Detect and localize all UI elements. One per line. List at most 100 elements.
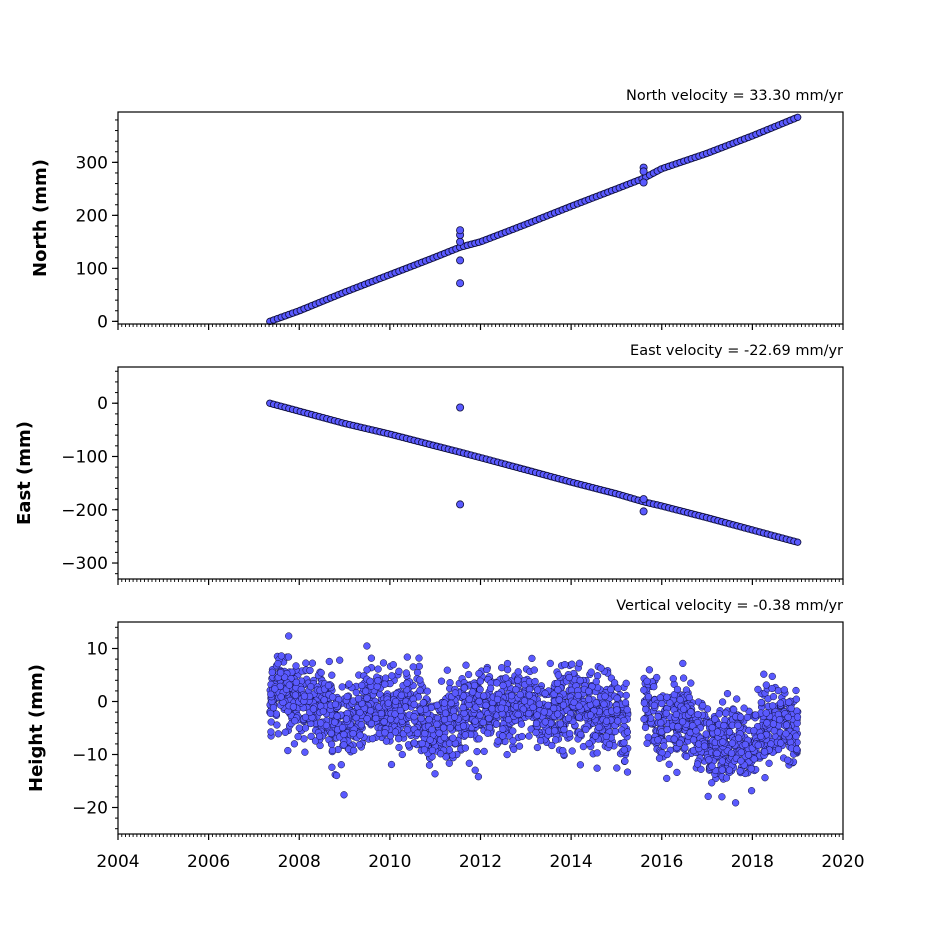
data-point bbox=[395, 667, 403, 675]
data-point bbox=[708, 762, 716, 770]
data-point bbox=[587, 668, 595, 676]
data-point bbox=[689, 736, 698, 744]
data-point bbox=[782, 721, 791, 729]
data-point bbox=[575, 702, 583, 710]
data-point bbox=[718, 793, 726, 801]
data-point bbox=[565, 673, 573, 682]
data-point bbox=[281, 728, 289, 736]
north-velocity-label: North velocity = 33.30 mm/yr bbox=[626, 88, 843, 104]
data-point bbox=[437, 677, 446, 685]
data-point bbox=[391, 710, 399, 718]
data-point bbox=[657, 719, 665, 727]
data-point bbox=[328, 746, 337, 755]
data-point bbox=[733, 695, 741, 703]
data-point bbox=[403, 679, 411, 687]
data-point bbox=[428, 746, 437, 755]
data-point bbox=[428, 725, 436, 734]
data-point bbox=[387, 715, 395, 724]
data-point bbox=[575, 659, 584, 667]
data-point bbox=[410, 739, 418, 747]
outlier-point bbox=[456, 500, 465, 509]
data-point bbox=[575, 713, 583, 721]
data-point bbox=[410, 713, 418, 721]
data-point bbox=[476, 711, 484, 719]
data-point bbox=[673, 768, 681, 777]
data-point bbox=[329, 693, 337, 701]
data-point bbox=[465, 695, 473, 703]
data-point bbox=[292, 662, 300, 670]
data-point bbox=[421, 729, 429, 738]
data-point bbox=[530, 666, 538, 674]
north-panel: North velocity = 33.30 mm/yr North (mm) … bbox=[30, 88, 844, 332]
data-point bbox=[401, 703, 410, 711]
data-point bbox=[725, 766, 734, 774]
data-point bbox=[650, 701, 659, 710]
data-point bbox=[541, 689, 549, 698]
data-point bbox=[382, 737, 391, 745]
data-point bbox=[517, 720, 526, 728]
data-point bbox=[381, 729, 389, 737]
data-point bbox=[593, 672, 602, 680]
data-point bbox=[391, 728, 400, 736]
data-point bbox=[736, 767, 744, 775]
data-point bbox=[679, 674, 688, 682]
data-point bbox=[403, 653, 411, 661]
data-point bbox=[559, 747, 567, 755]
data-point bbox=[451, 689, 459, 697]
y-tick-label: −200 bbox=[61, 501, 108, 521]
data-point bbox=[622, 691, 630, 700]
data-point bbox=[420, 746, 429, 754]
data-point bbox=[460, 684, 468, 692]
data-point bbox=[433, 720, 441, 728]
data-point bbox=[700, 742, 709, 750]
data-point bbox=[793, 713, 802, 721]
data-point bbox=[666, 699, 674, 707]
data-point bbox=[332, 771, 341, 780]
data-point bbox=[784, 756, 792, 764]
y-tick-label: 200 bbox=[76, 206, 108, 226]
data-point bbox=[307, 683, 315, 691]
data-point bbox=[520, 697, 529, 705]
data-point bbox=[550, 704, 558, 713]
data-point bbox=[367, 719, 376, 728]
data-point bbox=[482, 701, 490, 709]
data-point bbox=[340, 741, 348, 749]
data-point bbox=[670, 735, 678, 743]
data-point bbox=[394, 735, 403, 743]
data-point bbox=[389, 661, 397, 669]
east-ylabel: East (mm) bbox=[14, 421, 35, 525]
data-point bbox=[309, 705, 318, 713]
data-point bbox=[540, 708, 548, 716]
data-point bbox=[644, 693, 653, 701]
data-point bbox=[676, 696, 684, 704]
data-point bbox=[553, 710, 562, 718]
data-point bbox=[734, 721, 742, 729]
data-point bbox=[718, 698, 727, 706]
data-point bbox=[423, 687, 431, 695]
data-point bbox=[415, 654, 423, 662]
data-point bbox=[525, 732, 533, 740]
data-point bbox=[459, 692, 468, 700]
data-point bbox=[623, 706, 631, 714]
data-point bbox=[418, 739, 426, 748]
data-point bbox=[774, 686, 782, 695]
data-point bbox=[372, 714, 380, 723]
data-point bbox=[363, 694, 371, 702]
data-point bbox=[510, 745, 518, 754]
data-point bbox=[273, 721, 281, 729]
data-point bbox=[641, 723, 650, 732]
data-point bbox=[336, 656, 344, 664]
data-point bbox=[673, 685, 682, 694]
data-point bbox=[787, 704, 795, 713]
data-point bbox=[794, 113, 802, 121]
height-panel: Vertical velocity = -0.38 mm/yr Height (… bbox=[26, 598, 865, 872]
data-point bbox=[284, 653, 293, 661]
data-point bbox=[620, 716, 628, 725]
data-point bbox=[294, 732, 302, 741]
data-point bbox=[614, 717, 622, 725]
data-point bbox=[728, 739, 736, 747]
outlier-point bbox=[639, 507, 648, 516]
data-point bbox=[762, 681, 770, 689]
data-point bbox=[387, 760, 396, 769]
data-point bbox=[582, 725, 590, 734]
